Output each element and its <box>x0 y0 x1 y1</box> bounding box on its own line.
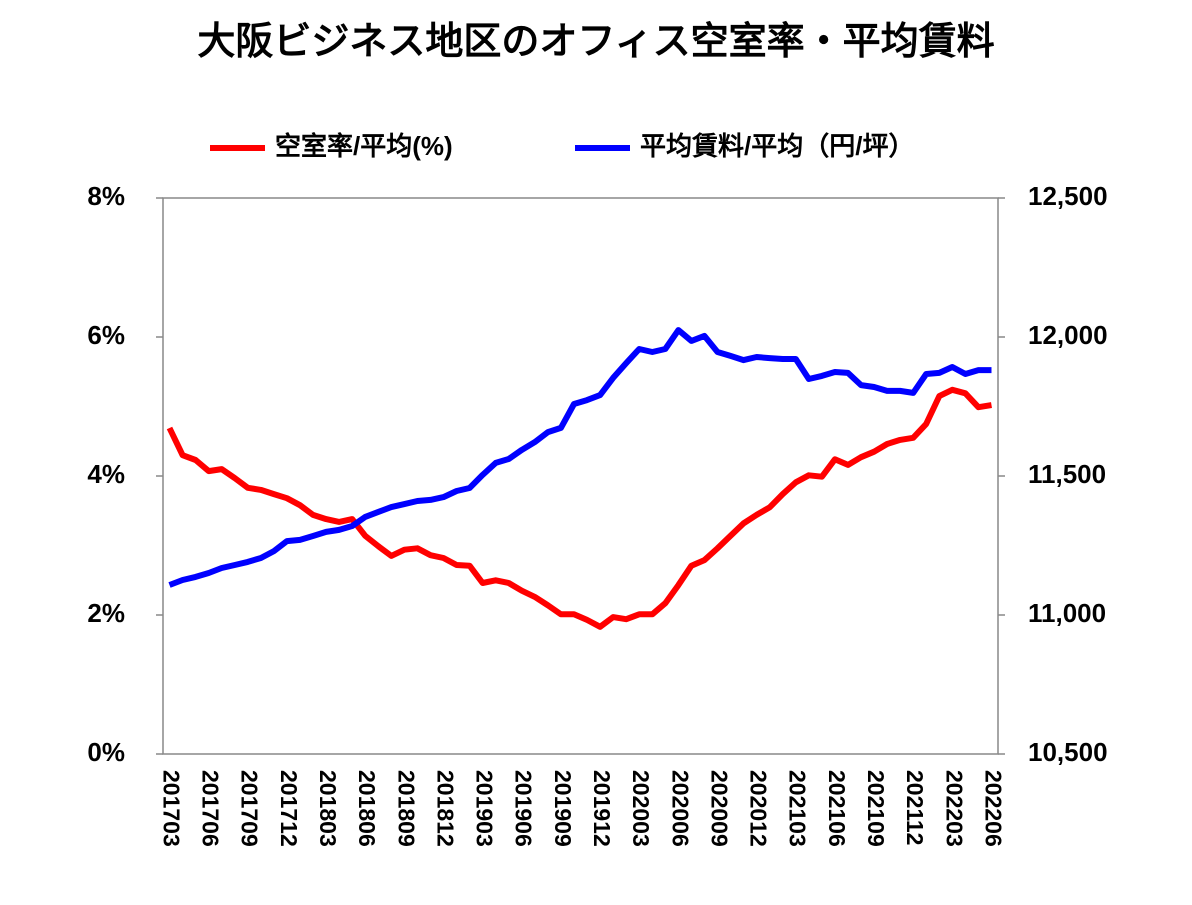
x-tick-label: 202112 <box>902 770 928 845</box>
x-tick-label: 201912 <box>589 770 615 847</box>
x-tick-label: 201806 <box>354 770 380 847</box>
x-tick-label: 201809 <box>393 770 419 847</box>
series-line <box>166 386 992 630</box>
x-tick-label: 202012 <box>746 770 772 847</box>
x-tick-label: 202103 <box>785 770 811 847</box>
x-tick-label: 201712 <box>276 770 302 847</box>
x-tick-label: 202006 <box>667 770 693 847</box>
x-tick-label: 201703 <box>158 770 184 847</box>
y2-tick-label: 12,500 <box>1028 181 1108 211</box>
x-tick-label: 202109 <box>863 770 889 847</box>
x-tick-label: 201906 <box>511 770 537 847</box>
x-tick-label: 202206 <box>980 770 1006 847</box>
x-tick-label: 201706 <box>198 770 224 847</box>
x-tick-label: 201709 <box>237 770 263 847</box>
x-tick-label: 201903 <box>472 770 498 847</box>
legend-label: 平均賃料/平均（円/坪） <box>640 131 914 161</box>
y-tick-label: 2% <box>87 598 125 628</box>
y2-tick-label: 10,500 <box>1028 737 1108 767</box>
x-tick-label: 202203 <box>941 770 967 847</box>
y-tick-label: 8% <box>87 181 125 211</box>
y-tick-label: 6% <box>87 320 125 350</box>
x-tick-label: 202106 <box>824 770 850 847</box>
x-tick-label: 201812 <box>432 770 458 847</box>
y2-tick-label: 11,000 <box>1028 598 1106 628</box>
x-tick-label: 201803 <box>315 770 341 847</box>
y-tick-label: 4% <box>87 459 125 489</box>
y-tick-label: 0% <box>87 737 125 767</box>
x-tick-label: 202003 <box>628 770 654 847</box>
x-tick-label: 202009 <box>706 770 732 847</box>
y2-tick-label: 11,500 <box>1028 459 1106 489</box>
x-tick-label: 201909 <box>550 770 576 847</box>
legend-label: 空室率/平均(%) <box>275 131 453 161</box>
y2-tick-label: 12,000 <box>1028 320 1108 350</box>
plot-area <box>162 197 999 755</box>
chart-title: 大阪ビジネス地区のオフィス空室率・平均賃料 <box>197 20 994 63</box>
series-line <box>168 327 992 588</box>
